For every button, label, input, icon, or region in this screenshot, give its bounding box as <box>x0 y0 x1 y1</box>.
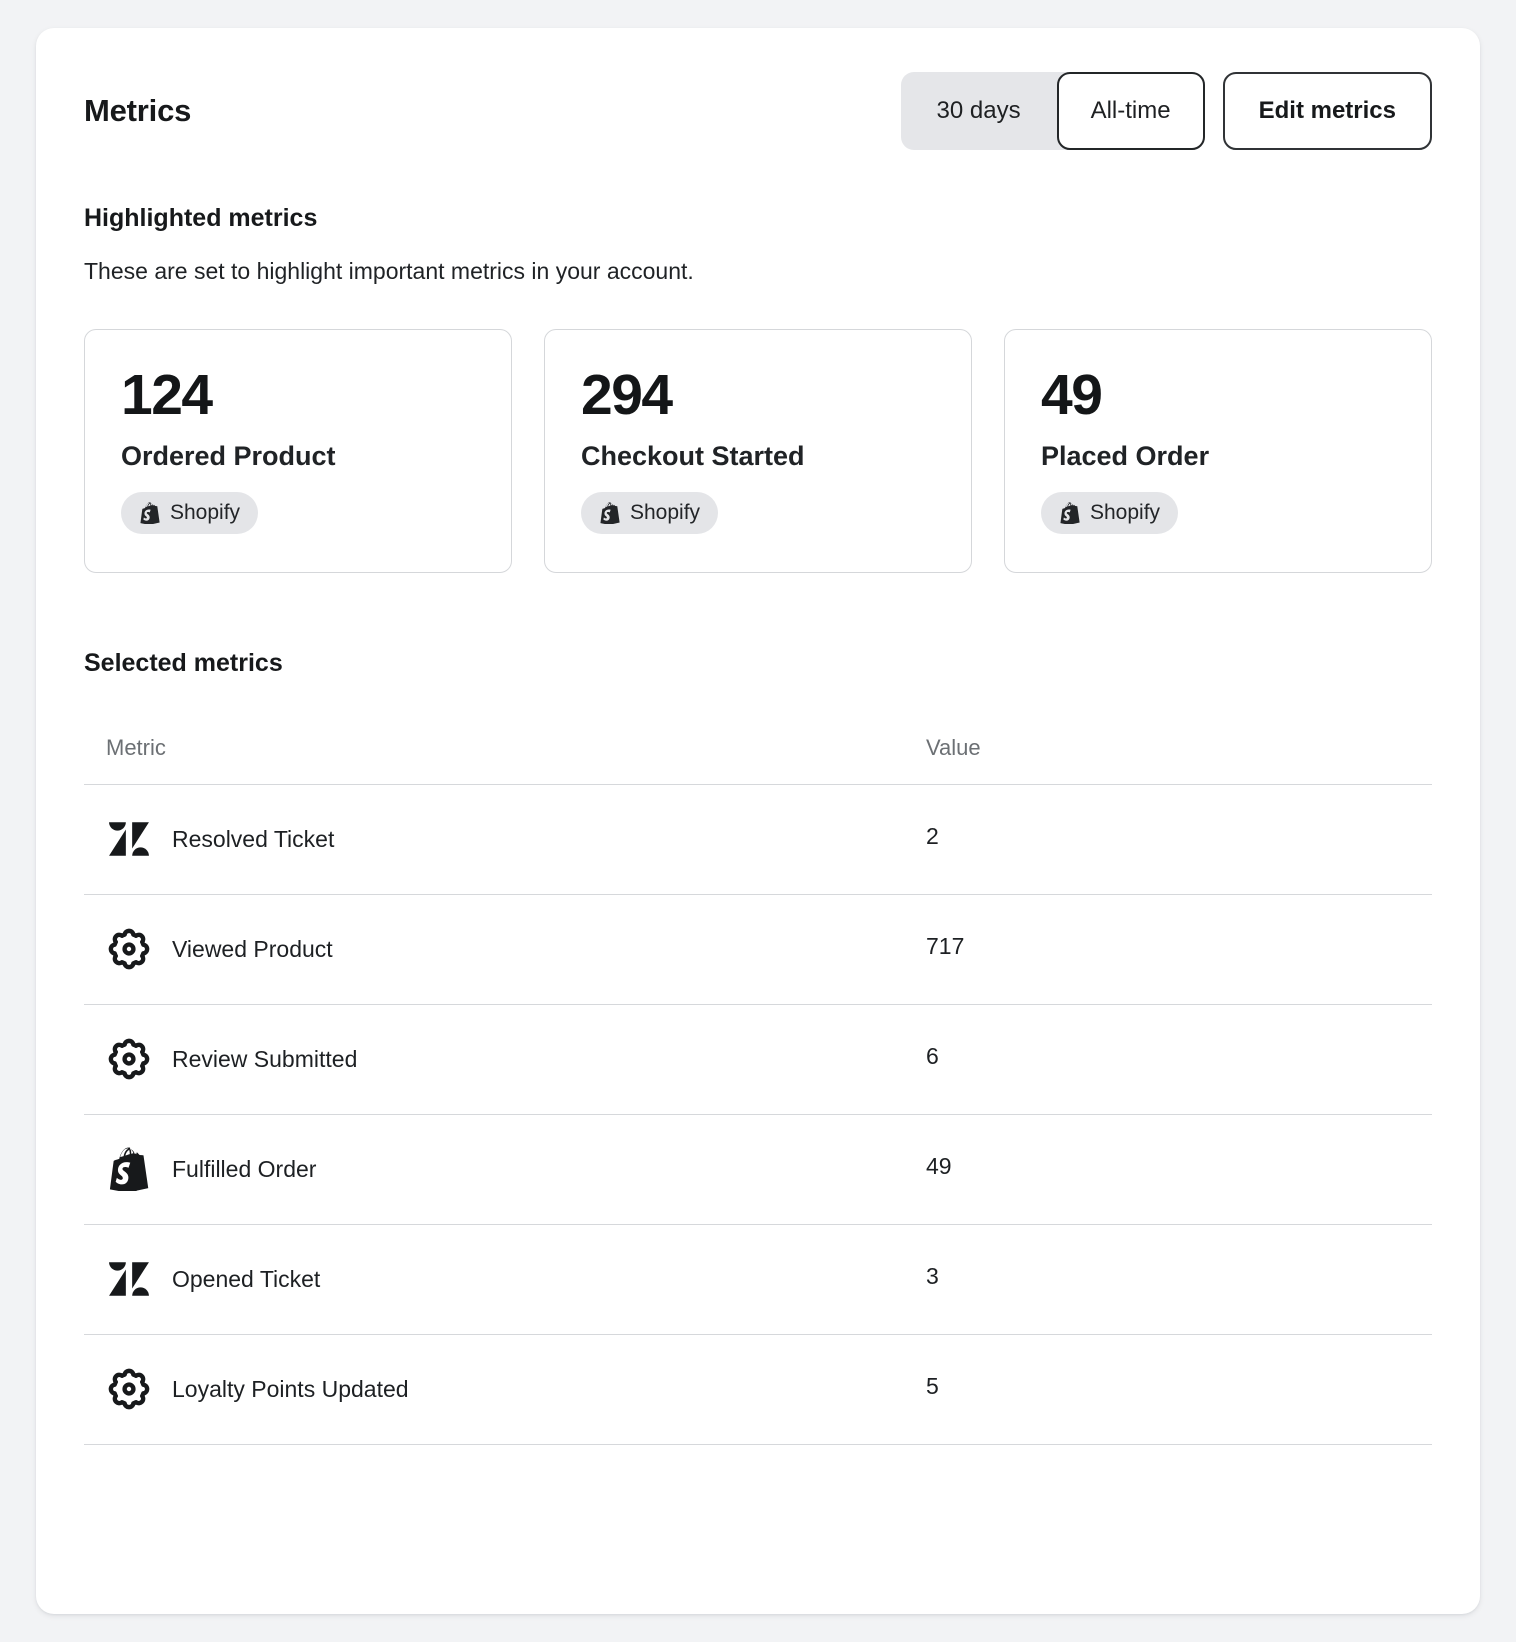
metric-name: Fulfilled Order <box>172 1155 317 1182</box>
metric-card-label: Checkout Started <box>581 440 805 471</box>
panel-header: Metrics 30 days All-time Edit metrics <box>84 72 1432 150</box>
metric-value: 717 <box>926 932 965 959</box>
table-header-row: Metric Value <box>84 712 1432 785</box>
metric-name: Viewed Product <box>172 935 333 962</box>
source-badge-label: Shopify <box>170 500 241 524</box>
metric-card-label: Ordered Product <box>121 440 336 471</box>
shopify-icon <box>139 501 161 524</box>
highlight-metric-card: 124 Ordered Product Shopify <box>84 329 512 573</box>
time-range-option-all-time[interactable]: All-time <box>1056 72 1205 150</box>
metric-value: 3 <box>926 1262 939 1289</box>
metric-value: 2 <box>926 822 939 849</box>
table-row[interactable]: Resolved Ticket 2 <box>84 784 1432 895</box>
gear-icon <box>106 1036 152 1082</box>
table-row[interactable]: Review Submitted 6 <box>84 1004 1432 1115</box>
selected-metrics-heading: Selected metrics <box>84 648 283 677</box>
metric-name: Resolved Ticket <box>172 825 335 852</box>
metric-card-label: Placed Order <box>1041 440 1210 471</box>
shopify-icon <box>106 1146 152 1192</box>
time-range-toggle: 30 days All-time <box>900 72 1205 150</box>
metric-card-value: 124 <box>121 363 213 427</box>
highlighted-metrics-heading: Highlighted metrics <box>84 204 318 232</box>
shopify-icon <box>599 501 621 524</box>
table-row[interactable]: Loyalty Points Updated 5 <box>84 1334 1432 1445</box>
source-badge-label: Shopify <box>630 500 701 524</box>
zendesk-icon <box>106 816 152 862</box>
column-header-value: Value <box>926 734 981 760</box>
gear-icon <box>106 1366 152 1412</box>
source-badge: Shopify <box>1041 491 1179 534</box>
highlight-metric-card: 294 Checkout Started Shopify <box>544 329 972 573</box>
page-title: Metrics <box>84 93 192 128</box>
table-body: Resolved Ticket 2 Viewed Product 717 Rev… <box>84 784 1432 1445</box>
table-row[interactable]: Viewed Product 717 <box>84 894 1432 1005</box>
time-range-option-30-days[interactable]: 30 days <box>901 72 1057 150</box>
table-row[interactable]: Opened Ticket 3 <box>84 1224 1432 1335</box>
metric-value: 6 <box>926 1042 939 1069</box>
metric-card-value: 49 <box>1041 363 1103 427</box>
metric-name: Review Submitted <box>172 1045 358 1072</box>
source-badge-label: Shopify <box>1090 500 1161 524</box>
source-badge: Shopify <box>581 491 719 534</box>
header-controls: 30 days All-time Edit metrics <box>900 72 1432 150</box>
source-badge: Shopify <box>121 491 259 534</box>
highlighted-metrics-description: These are set to highlight important met… <box>84 258 694 284</box>
zendesk-icon <box>106 1256 152 1302</box>
highlighted-metric-cards: 124 Ordered Product Shopify 294 Checkout… <box>84 329 1432 573</box>
selected-metrics-table: Metric Value Resolved Ticket 2 Viewed Pr… <box>84 712 1432 1445</box>
metric-name: Loyalty Points Updated <box>172 1375 409 1402</box>
edit-metrics-button[interactable]: Edit metrics <box>1222 72 1432 150</box>
metrics-panel: Metrics 30 days All-time Edit metrics Hig… <box>36 28 1480 1614</box>
metric-name: Opened Ticket <box>172 1265 321 1292</box>
metric-value: 49 <box>926 1152 952 1179</box>
highlight-metric-card: 49 Placed Order Shopify <box>1004 329 1432 573</box>
shopify-icon <box>1059 501 1081 524</box>
metric-card-value: 294 <box>581 363 673 427</box>
gear-icon <box>106 926 152 972</box>
column-header-metric: Metric <box>106 734 166 760</box>
table-row[interactable]: Fulfilled Order 49 <box>84 1114 1432 1225</box>
metric-value: 5 <box>926 1372 939 1399</box>
